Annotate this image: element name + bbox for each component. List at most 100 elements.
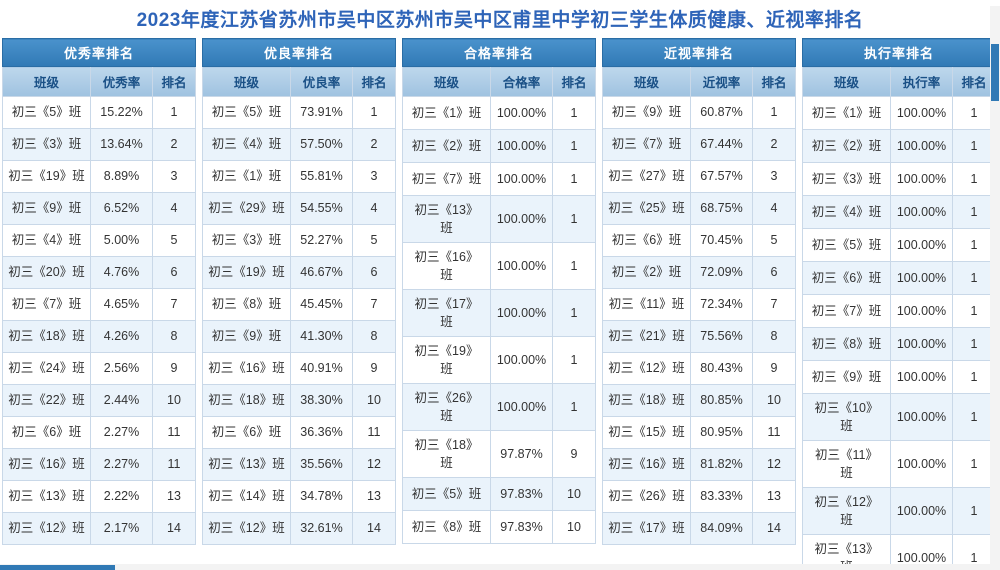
table-row: 初三《13》班 2.22% 13 xyxy=(2,480,196,513)
table-row: 初三《5》班 100.00% 1 xyxy=(802,228,996,262)
table-row: 初三《4》班 5.00% 5 xyxy=(2,224,196,257)
table-row: 初三《7》班 4.65% 7 xyxy=(2,288,196,321)
horizontal-scrollbar-thumb[interactable] xyxy=(0,565,115,570)
vertical-scrollbar[interactable] xyxy=(990,6,1000,570)
table-row: 初三《1》班 100.00% 1 xyxy=(802,96,996,130)
class-cell: 初三《7》班 xyxy=(2,288,91,321)
class-cell: 初三《20》班 xyxy=(2,256,91,289)
column-header: 班级 xyxy=(602,66,691,97)
rate-cell: 100.00% xyxy=(890,393,953,441)
rank-cell: 14 xyxy=(752,512,796,545)
rate-cell: 8.89% xyxy=(90,160,153,193)
table-row: 初三《16》班 81.82% 12 xyxy=(602,448,796,481)
table-row: 初三《11》班 72.34% 7 xyxy=(602,288,796,321)
rank-cell: 7 xyxy=(152,288,196,321)
rate-cell: 41.30% xyxy=(290,320,353,353)
rate-cell: 4.76% xyxy=(90,256,153,289)
class-cell: 初三《3》班 xyxy=(202,224,291,257)
rate-cell: 80.85% xyxy=(690,384,753,417)
rank-cell: 4 xyxy=(152,192,196,225)
rank-cell: 6 xyxy=(352,256,396,289)
table-row: 初三《26》班 83.33% 13 xyxy=(602,480,796,513)
rate-cell: 4.26% xyxy=(90,320,153,353)
class-cell: 初三《16》班 xyxy=(202,352,291,385)
class-cell: 初三《18》班 xyxy=(402,430,491,478)
rank-cell: 1 xyxy=(952,487,996,535)
class-cell: 初三《12》班 xyxy=(802,487,891,535)
rate-cell: 100.00% xyxy=(490,383,553,431)
table-row: 初三《18》班 38.30% 10 xyxy=(202,384,396,417)
column-header: 班级 xyxy=(802,66,891,97)
table-row: 初三《18》班 80.85% 10 xyxy=(602,384,796,417)
rate-cell: 67.44% xyxy=(690,128,753,161)
rate-cell: 100.00% xyxy=(890,261,953,295)
rate-cell: 100.00% xyxy=(890,129,953,163)
rank-cell: 9 xyxy=(552,430,596,478)
rank-cell: 1 xyxy=(952,129,996,163)
class-cell: 初三《9》班 xyxy=(2,192,91,225)
rank-cell: 5 xyxy=(352,224,396,257)
table-row: 初三《16》班 100.00% 1 xyxy=(402,242,596,290)
rank-cell: 3 xyxy=(152,160,196,193)
rank-cell: 1 xyxy=(952,228,996,262)
rate-cell: 72.34% xyxy=(690,288,753,321)
table-title: 优秀率排名 xyxy=(2,38,196,67)
class-cell: 初三《19》班 xyxy=(202,256,291,289)
rank-cell: 3 xyxy=(752,160,796,193)
table-row: 初三《1》班 55.81% 3 xyxy=(202,160,396,193)
rate-cell: 100.00% xyxy=(890,327,953,361)
class-cell: 初三《2》班 xyxy=(402,129,491,163)
column-header: 班级 xyxy=(202,66,291,97)
rank-cell: 1 xyxy=(952,360,996,394)
table-row: 初三《1》班 100.00% 1 xyxy=(402,96,596,130)
class-cell: 初三《26》班 xyxy=(602,480,691,513)
rank-cell: 11 xyxy=(752,416,796,449)
table-row: 初三《9》班 100.00% 1 xyxy=(802,360,996,394)
table-row: 初三《3》班 52.27% 5 xyxy=(202,224,396,257)
table-row: 初三《12》班 80.43% 9 xyxy=(602,352,796,385)
rate-cell: 38.30% xyxy=(290,384,353,417)
rank-cell: 8 xyxy=(752,320,796,353)
rate-cell: 34.78% xyxy=(290,480,353,513)
table-row: 初三《6》班 100.00% 1 xyxy=(802,261,996,295)
rate-cell: 52.27% xyxy=(290,224,353,257)
class-cell: 初三《15》班 xyxy=(602,416,691,449)
rate-cell: 6.52% xyxy=(90,192,153,225)
rate-cell: 100.00% xyxy=(890,162,953,196)
class-cell: 初三《9》班 xyxy=(802,360,891,394)
rank-cell: 4 xyxy=(352,192,396,225)
rate-cell: 100.00% xyxy=(490,289,553,337)
class-cell: 初三《6》班 xyxy=(802,261,891,295)
rate-cell: 100.00% xyxy=(890,440,953,488)
class-cell: 初三《5》班 xyxy=(202,96,291,129)
rank-cell: 10 xyxy=(552,510,596,544)
rate-cell: 100.00% xyxy=(490,336,553,384)
table-row: 初三《7》班 100.00% 1 xyxy=(802,294,996,328)
rank-cell: 6 xyxy=(152,256,196,289)
horizontal-scrollbar[interactable] xyxy=(0,564,1000,570)
class-cell: 初三《6》班 xyxy=(202,416,291,449)
rank-cell: 1 xyxy=(552,96,596,130)
class-cell: 初三《29》班 xyxy=(202,192,291,225)
rank-cell: 2 xyxy=(752,128,796,161)
vertical-scrollbar-thumb[interactable] xyxy=(991,44,999,101)
class-cell: 初三《9》班 xyxy=(202,320,291,353)
table-row: 初三《9》班 60.87% 1 xyxy=(602,96,796,129)
table-row: 初三《13》班 35.56% 12 xyxy=(202,448,396,481)
table-row: 初三《6》班 2.27% 11 xyxy=(2,416,196,449)
rank-cell: 1 xyxy=(352,96,396,129)
table-row: 初三《27》班 67.57% 3 xyxy=(602,160,796,193)
rank-cell: 1 xyxy=(552,162,596,196)
class-cell: 初三《1》班 xyxy=(402,96,491,130)
class-cell: 初三《11》班 xyxy=(802,440,891,488)
class-cell: 初三《21》班 xyxy=(602,320,691,353)
table-row: 初三《19》班 8.89% 3 xyxy=(2,160,196,193)
rate-cell: 32.61% xyxy=(290,512,353,545)
rank-cell: 8 xyxy=(352,320,396,353)
class-cell: 初三《7》班 xyxy=(602,128,691,161)
rank-cell: 10 xyxy=(352,384,396,417)
table-row: 初三《4》班 100.00% 1 xyxy=(802,195,996,229)
rank-cell: 11 xyxy=(152,416,196,449)
class-cell: 初三《18》班 xyxy=(2,320,91,353)
rank-cell: 11 xyxy=(352,416,396,449)
